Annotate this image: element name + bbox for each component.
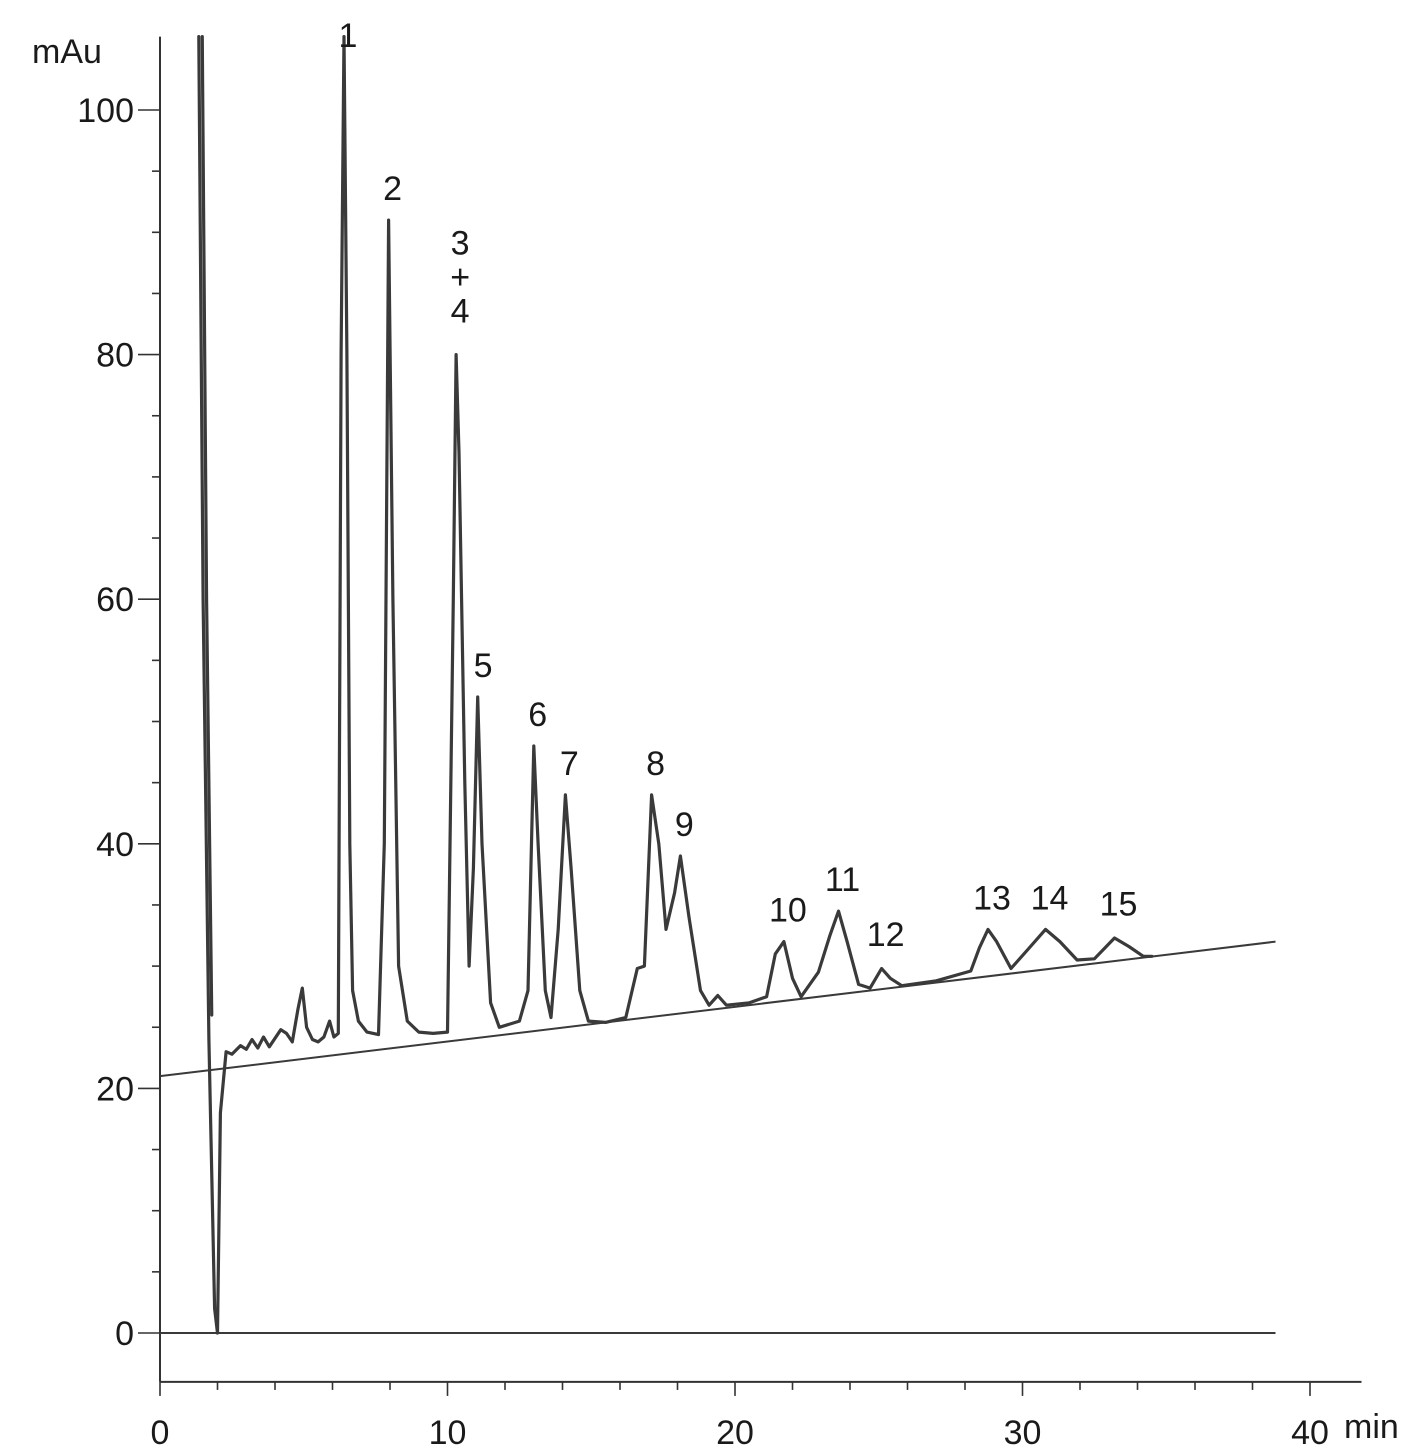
x-minor-ticks — [216, 1381, 1254, 1390]
y-tick-label: 100 — [77, 92, 134, 130]
y-minor-ticks — [152, 170, 160, 1273]
peak-label: 4 — [451, 293, 470, 331]
y-tick-label: 20 — [96, 1070, 134, 1108]
peak-label: + — [450, 259, 470, 297]
peak-label: 1 — [339, 17, 358, 55]
peak-label: 7 — [560, 745, 579, 783]
x-tick-label: 40 — [1291, 1414, 1329, 1448]
peak-label: 5 — [474, 647, 493, 685]
y-tick-label: 60 — [96, 581, 134, 619]
y-tick-label: 80 — [96, 337, 134, 375]
peak-label: 15 — [1100, 886, 1138, 924]
peak-label: 6 — [528, 696, 547, 734]
peak-label: 9 — [675, 806, 694, 844]
y-tick-label: 0 — [115, 1315, 134, 1353]
peak-label: 2 — [383, 170, 402, 208]
peak-label: 3 — [451, 225, 470, 263]
peak-label: 11 — [825, 861, 860, 899]
y-tick-label: 40 — [96, 826, 134, 864]
peak-label: 14 — [1031, 879, 1069, 917]
axes: 0 20 40 60 80 100 0 10 20 30 40 mAu min — [32, 33, 1399, 1448]
peak-label: 8 — [646, 745, 665, 783]
baseline — [159, 940, 1276, 1078]
x-axis-unit-label: min — [1344, 1408, 1399, 1446]
peak-label: 13 — [973, 879, 1011, 917]
x-major-ticks: 0 10 20 30 40 — [151, 1381, 1329, 1448]
x-tick-label: 10 — [429, 1414, 467, 1448]
chromatogram-trace — [197, 35, 1154, 1335]
peak-label: 12 — [867, 916, 905, 954]
x-tick-label: 20 — [716, 1414, 754, 1448]
y-axis-unit-label: mAu — [32, 33, 102, 71]
peak-label: 10 — [769, 892, 807, 930]
y-major-ticks: 0 20 40 60 80 100 — [77, 92, 160, 1353]
solvent-front-line — [200, 35, 214, 1017]
x-tick-label: 0 — [151, 1414, 170, 1448]
series — [159, 35, 1276, 1335]
x-tick-label: 30 — [1004, 1414, 1042, 1448]
